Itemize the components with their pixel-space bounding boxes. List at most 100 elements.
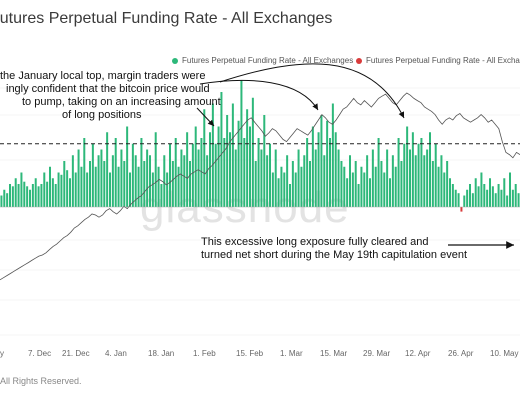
funding-bar[interactable] <box>469 184 471 207</box>
funding-bar[interactable] <box>40 184 43 207</box>
funding-bar[interactable] <box>37 186 40 207</box>
funding-bar[interactable] <box>157 166 160 207</box>
funding-bar[interactable] <box>31 184 34 207</box>
funding-bar[interactable] <box>249 126 251 208</box>
funding-bar[interactable] <box>354 161 357 207</box>
funding-bar[interactable] <box>89 161 91 207</box>
funding-bar[interactable] <box>497 184 500 207</box>
funding-bar[interactable] <box>371 149 374 208</box>
funding-bar[interactable] <box>63 161 66 207</box>
funding-bar[interactable] <box>337 149 340 208</box>
funding-bar[interactable] <box>149 155 151 207</box>
funding-bar[interactable] <box>257 138 260 207</box>
funding-bar[interactable] <box>46 181 49 207</box>
funding-bar[interactable] <box>340 161 343 207</box>
funding-bar[interactable] <box>331 103 334 208</box>
funding-bar[interactable] <box>200 138 203 207</box>
funding-bar[interactable] <box>480 172 483 208</box>
funding-bar[interactable] <box>429 132 431 207</box>
funding-bar[interactable] <box>126 126 129 208</box>
funding-bar[interactable] <box>351 172 354 208</box>
funding-bar[interactable] <box>69 178 71 207</box>
funding-bar[interactable] <box>71 155 74 207</box>
funding-bar[interactable] <box>120 149 123 208</box>
funding-bar[interactable] <box>437 166 440 207</box>
funding-bar[interactable] <box>369 178 371 207</box>
funding-bar[interactable] <box>114 138 117 207</box>
funding-bar[interactable] <box>320 115 323 207</box>
funding-bar[interactable] <box>266 155 269 207</box>
funding-bar[interactable] <box>26 186 29 207</box>
funding-bar[interactable] <box>383 172 386 208</box>
funding-bar[interactable] <box>151 172 154 208</box>
funding-bar[interactable] <box>511 189 514 207</box>
funding-bar[interactable] <box>237 120 240 207</box>
funding-bar[interactable] <box>300 166 303 207</box>
funding-bar[interactable] <box>189 161 191 207</box>
funding-bar[interactable] <box>377 138 380 207</box>
funding-bar[interactable] <box>186 132 189 207</box>
funding-bar[interactable] <box>277 178 280 207</box>
funding-bar[interactable] <box>229 132 231 207</box>
funding-bar[interactable] <box>197 149 200 208</box>
funding-bar[interactable] <box>357 184 360 207</box>
funding-bar[interactable] <box>323 155 326 207</box>
funding-bar[interactable] <box>343 166 346 207</box>
funding-bar[interactable] <box>80 166 83 207</box>
funding-bar[interactable] <box>9 184 11 207</box>
funding-bar[interactable] <box>443 172 446 208</box>
funding-bar[interactable] <box>431 161 434 207</box>
funding-bar[interactable] <box>291 161 294 207</box>
funding-bar[interactable] <box>154 132 157 207</box>
funding-bar[interactable] <box>177 166 180 207</box>
funding-bar[interactable] <box>466 189 469 207</box>
funding-bar[interactable] <box>109 172 111 208</box>
funding-bar[interactable] <box>454 189 457 207</box>
funding-bar[interactable] <box>334 132 337 207</box>
funding-bar[interactable] <box>83 138 86 207</box>
funding-bar[interactable] <box>17 184 20 207</box>
funding-bar[interactable] <box>463 195 466 208</box>
funding-bar[interactable] <box>143 161 146 207</box>
funding-bar[interactable] <box>180 149 183 208</box>
funding-bar[interactable] <box>191 143 194 207</box>
funding-bar[interactable] <box>509 172 511 208</box>
funding-bar[interactable] <box>11 186 14 207</box>
funding-bar[interactable] <box>171 161 174 207</box>
funding-bar[interactable] <box>434 143 437 207</box>
funding-bar[interactable] <box>263 115 266 207</box>
funding-bar[interactable] <box>271 172 274 208</box>
funding-bar[interactable] <box>14 178 17 207</box>
funding-bar[interactable] <box>183 155 186 207</box>
funding-bar[interactable] <box>103 161 106 207</box>
funding-bar[interactable] <box>329 138 331 207</box>
funding-bar[interactable] <box>280 166 283 207</box>
funding-bar[interactable] <box>411 132 414 207</box>
funding-bar[interactable] <box>174 138 177 207</box>
funding-bar[interactable] <box>131 143 134 207</box>
funding-bar[interactable] <box>506 195 509 208</box>
funding-bar[interactable] <box>314 149 317 208</box>
funding-bar[interactable] <box>77 149 80 208</box>
funding-bar[interactable] <box>486 189 489 207</box>
funding-bar[interactable] <box>289 184 291 207</box>
funding-bar[interactable] <box>60 174 63 207</box>
funding-bar[interactable] <box>163 155 166 207</box>
funding-bar[interactable] <box>517 193 520 207</box>
funding-bar[interactable] <box>169 143 171 207</box>
funding-bar[interactable] <box>134 155 137 207</box>
funding-bar[interactable] <box>160 184 163 207</box>
funding-bar[interactable] <box>254 161 257 207</box>
funding-bar[interactable] <box>23 181 26 207</box>
funding-bar[interactable] <box>274 149 277 208</box>
funding-bar[interactable] <box>420 138 423 207</box>
funding-bar[interactable] <box>306 138 309 207</box>
funding-bar[interactable] <box>349 155 351 207</box>
funding-bar[interactable] <box>94 166 97 207</box>
funding-bar[interactable] <box>0 195 3 208</box>
funding-bar[interactable] <box>391 155 394 207</box>
funding-bar[interactable] <box>86 172 89 208</box>
funding-bar[interactable] <box>503 178 506 207</box>
funding-bar[interactable] <box>106 132 109 207</box>
funding-bar[interactable] <box>423 155 426 207</box>
